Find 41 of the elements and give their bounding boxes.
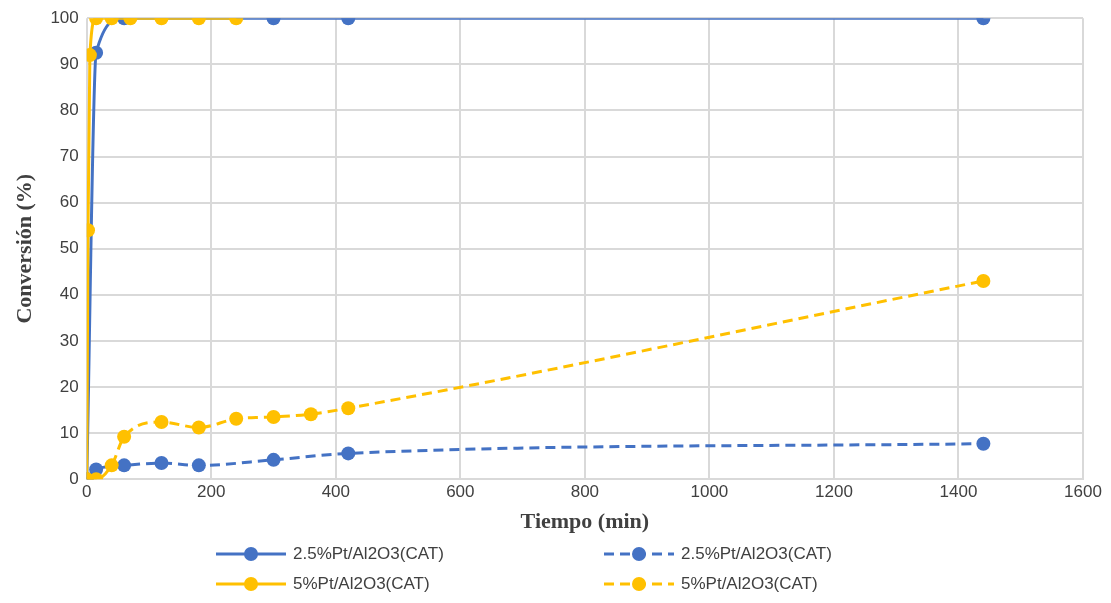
point [117, 429, 132, 444]
x-tick-label: 1200 [815, 482, 853, 502]
y-tick-label: 30 [59, 330, 79, 350]
point [154, 415, 169, 430]
point [341, 446, 356, 461]
y-tick-label: 80 [59, 100, 79, 120]
point [191, 420, 206, 435]
y-tick-label: 40 [59, 284, 79, 304]
point [303, 407, 318, 422]
point [976, 273, 991, 288]
legend-label: 5%Pt/Al2O3(CAT) [293, 574, 430, 594]
y-tick-label: 50 [59, 238, 79, 258]
x-tick-label: 800 [570, 482, 600, 502]
y-tick-label: 70 [59, 146, 79, 166]
point [341, 401, 356, 416]
legend-label: 2.5%Pt/Al2O3(CAT) [293, 544, 444, 564]
point [117, 458, 132, 473]
y-axis-title: Conversión (%) [10, 173, 36, 324]
point [154, 456, 169, 471]
point [104, 458, 119, 473]
y-tick-label: 100 [50, 7, 79, 27]
x-tick-label: 1000 [690, 482, 729, 502]
legend-label: 2.5%Pt/Al2O3(CAT) [681, 544, 832, 564]
y-tick-label: 10 [59, 422, 79, 442]
point [191, 458, 206, 473]
x-tick-label: 1400 [939, 482, 978, 502]
x-tick-label: 0 [82, 482, 92, 502]
point [976, 436, 991, 451]
x-tick-label: 600 [446, 482, 475, 502]
y-tick-label: 90 [59, 53, 79, 73]
point [266, 409, 281, 424]
point [266, 452, 281, 467]
point [229, 411, 244, 426]
x-axis-title: Tiempo (min) [520, 508, 650, 534]
x-tick-label: 400 [321, 482, 351, 502]
legend-label: 5%Pt/Al2O3(CAT) [681, 574, 818, 594]
x-tick-label: 200 [197, 482, 226, 502]
y-tick-label: 0 [69, 468, 79, 488]
x-tick-label: 1600 [1064, 482, 1102, 502]
y-tick-label: 60 [59, 192, 79, 212]
y-tick-label: 20 [59, 376, 79, 396]
